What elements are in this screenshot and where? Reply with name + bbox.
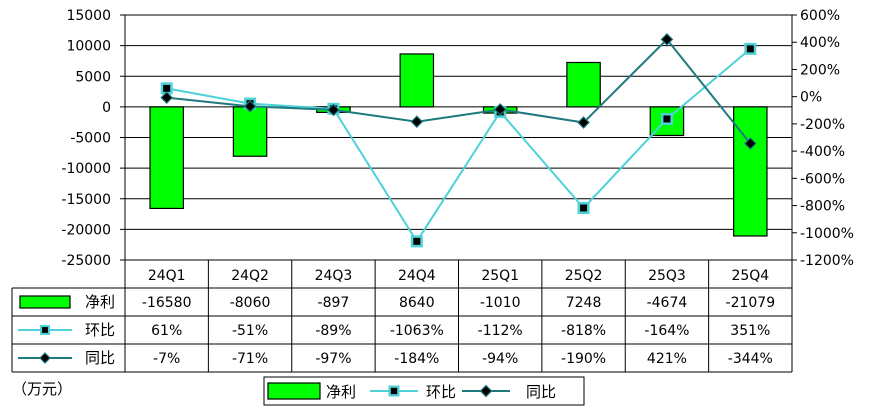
x-tick-label: 25Q2	[565, 268, 603, 284]
data-label: -818%	[561, 323, 606, 339]
left-tick-label: -10000	[61, 161, 111, 177]
data-label: 421%	[647, 351, 687, 367]
data-point	[743, 137, 757, 150]
right-tick-label: -1200%	[800, 253, 854, 269]
data-label: -4674	[647, 295, 688, 311]
data-label: -184%	[394, 351, 439, 367]
right-tick-label: -400%	[800, 144, 845, 160]
data-point	[243, 99, 257, 113]
data-label: -16580	[142, 295, 192, 311]
legend-label: 同比	[526, 383, 556, 401]
left-tick-label: 15000	[66, 8, 111, 24]
data-point	[660, 112, 673, 125]
data-point	[577, 116, 590, 129]
right-tick-label: 600%	[800, 8, 840, 24]
grid-lines	[125, 14, 792, 261]
data-label: -164%	[644, 323, 689, 339]
right-tick-label: -800%	[800, 199, 845, 215]
data-table: 24Q1 24Q2 24Q3 24Q4 25Q1 25Q2 25Q3 25Q4 净利 -16580…	[11, 259, 793, 373]
data-point	[160, 91, 174, 104]
data-label: 61%	[151, 323, 182, 339]
data-point	[577, 202, 590, 215]
bar	[399, 53, 435, 108]
bar	[566, 61, 601, 108]
data-label: -71%	[232, 351, 268, 367]
bar	[149, 106, 184, 210]
right-tick-label: -200%	[800, 117, 845, 133]
data-point	[410, 115, 424, 129]
legend-key-marker	[479, 384, 493, 398]
bar-series	[149, 53, 768, 237]
x-tick-label: 24Q3	[315, 268, 353, 284]
x-tick-label: 24Q2	[231, 268, 269, 284]
row-label: 环比	[85, 321, 115, 339]
left-tick-label: 5000	[75, 69, 111, 85]
axes: 15000 10000 5000 0 -5000 -10000 -15000 -20000 -2…	[61, 8, 854, 269]
data-point	[410, 235, 423, 248]
right-tick-label: 0%	[800, 90, 822, 106]
data-point	[327, 103, 340, 117]
series-line	[166, 48, 751, 244]
data-label: -89%	[315, 323, 351, 339]
left-tick-label: -5000	[70, 131, 111, 147]
x-tick-label: 24Q4	[398, 268, 436, 284]
data-label: -97%	[315, 351, 351, 367]
row-key-marker	[40, 325, 50, 335]
right-tick-label: 200%	[800, 62, 840, 78]
left-tick-label: 0	[102, 100, 111, 116]
left-tick-label: -25000	[61, 253, 111, 269]
legend-key	[267, 382, 321, 400]
legend-label: 净利	[326, 383, 356, 401]
line-series	[160, 33, 757, 248]
row-key	[19, 295, 71, 309]
data-label: -344%	[728, 351, 773, 367]
left-tick-label: 10000	[66, 39, 111, 55]
data-point	[744, 42, 757, 55]
row-label: 同比	[85, 349, 115, 367]
data-label: 351%	[730, 323, 770, 339]
data-point	[660, 33, 674, 46]
right-tick-label: -600%	[800, 171, 845, 187]
x-tick-label: 25Q1	[481, 268, 519, 284]
data-label: -8060	[230, 295, 271, 311]
left-tick-label: -20000	[61, 222, 111, 238]
data-label: -897	[318, 295, 350, 311]
data-label: -190%	[561, 351, 606, 367]
x-tick-label: 25Q3	[648, 268, 686, 284]
bar	[232, 106, 268, 157]
left-tick-label: -15000	[61, 192, 111, 208]
data-label: -112%	[478, 323, 523, 339]
row-key-marker	[39, 352, 51, 364]
data-label: -51%	[232, 323, 268, 339]
data-label: -1063%	[390, 323, 444, 339]
unit-label: （万元）	[12, 380, 72, 398]
data-label: -94%	[482, 351, 518, 367]
legend-label: 环比	[426, 383, 456, 401]
series-line	[166, 37, 752, 145]
data-label: -7%	[153, 351, 180, 367]
legend-key-marker	[388, 385, 400, 397]
x-tick-label: 24Q1	[148, 268, 186, 284]
data-point	[160, 82, 173, 95]
data-label: 7248	[566, 295, 602, 311]
right-tick-label: 400%	[800, 35, 840, 51]
right-tick-label: -1000%	[800, 226, 854, 242]
data-point	[493, 103, 507, 116]
row-label: 净利	[85, 293, 115, 311]
data-label: -1010	[480, 295, 521, 311]
legend: 净利 环比 同比	[263, 376, 585, 406]
bar	[733, 106, 768, 237]
data-label: -21079	[726, 295, 776, 311]
x-tick-label: 25Q4	[731, 268, 769, 284]
data-label: 8640	[399, 295, 435, 311]
